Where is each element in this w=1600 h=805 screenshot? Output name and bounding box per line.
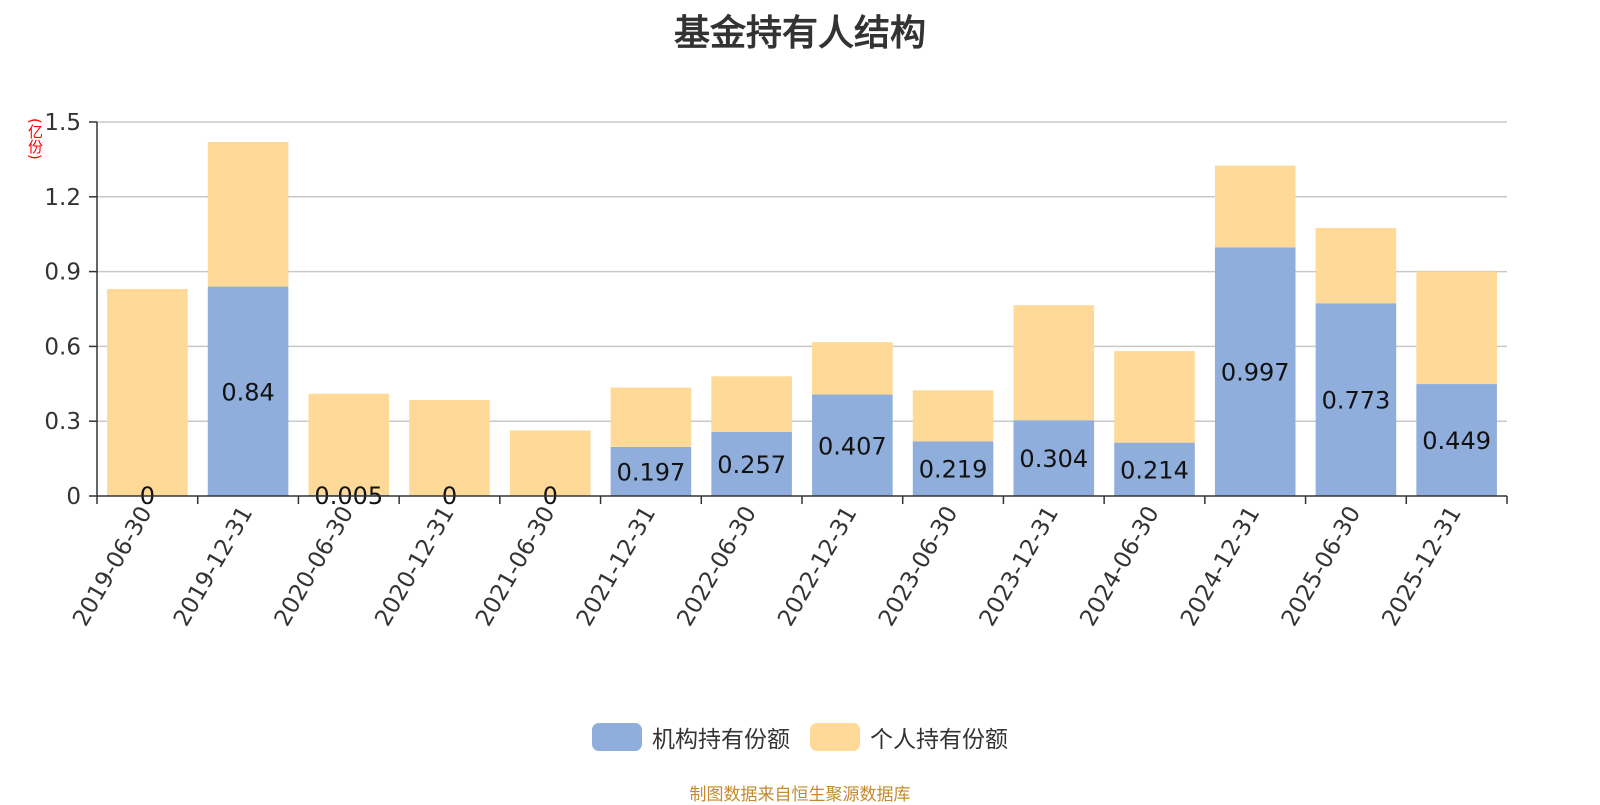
bar-institutional <box>207 286 289 496</box>
y-tick-label: 1.5 <box>44 110 81 136</box>
chart-title: 基金持有人结构 <box>673 13 926 54</box>
data-label-institutional: 0.197 <box>617 458 686 486</box>
data-label-institutional: 0.214 <box>1120 456 1189 484</box>
x-tick-label: 2019-06-30 <box>68 502 157 631</box>
legend-item-individual[interactable]: 个人持有份额 <box>810 720 1008 754</box>
bars <box>107 141 1497 496</box>
bar-institutional <box>1315 303 1397 496</box>
y-axis-unit-label: (亿份) <box>26 118 44 160</box>
x-tick-label: 2024-06-30 <box>1075 502 1164 631</box>
bar-institutional <box>711 431 792 496</box>
bar-individual <box>1315 227 1397 304</box>
bar-individual <box>1214 165 1296 248</box>
bar-individual <box>409 400 490 496</box>
legend: 机构持有份额 个人持有份额 <box>0 720 1600 754</box>
data-label-institutional: 0.257 <box>717 451 786 479</box>
x-tick-label: 2021-12-31 <box>572 502 661 631</box>
x-tick-label: 2020-06-30 <box>270 502 359 631</box>
bar-individual <box>107 289 188 496</box>
x-tick-label: 2021-06-30 <box>471 502 560 631</box>
legend-swatch-individual <box>810 723 860 751</box>
bar-individual <box>509 430 591 496</box>
data-label-institutional: 0.84 <box>221 378 274 406</box>
bar-institutional <box>1114 442 1195 496</box>
data-label-institutional: 0.449 <box>1422 427 1491 455</box>
legend-label-individual: 个人持有份额 <box>870 727 1008 753</box>
data-label-institutional: 0.773 <box>1322 387 1391 415</box>
bar-individual <box>308 393 390 495</box>
y-tick-label: 0 <box>66 484 81 510</box>
x-tick-label: 2023-12-31 <box>975 502 1064 631</box>
x-tick-label: 2024-12-31 <box>1176 502 1265 631</box>
x-tick-label: 2019-12-31 <box>169 502 258 631</box>
legend-label-institutional: 机构持有份额 <box>652 727 790 753</box>
bar-individual <box>207 141 289 287</box>
x-tick-label: 2022-06-30 <box>672 502 761 631</box>
bar-individual <box>812 342 893 395</box>
x-tick-label: 2025-06-30 <box>1277 502 1366 631</box>
legend-swatch-institutional <box>592 723 642 751</box>
bar-individual <box>610 387 692 447</box>
y-tick-label: 1.2 <box>44 185 81 211</box>
bar-institutional <box>1214 247 1296 496</box>
source-note: 制图数据来自恒生聚源数据库 <box>689 785 911 805</box>
bar-institutional <box>1416 384 1497 496</box>
x-tick-label: 2023-06-30 <box>874 502 963 631</box>
bar-institutional <box>1013 420 1095 496</box>
data-label-institutional: 0.304 <box>1019 445 1088 473</box>
bar-individual <box>1013 305 1095 421</box>
data-label-institutional: 0.997 <box>1221 359 1290 387</box>
legend-item-institutional[interactable]: 机构持有份额 <box>592 720 790 754</box>
bar-institutional <box>812 394 893 496</box>
bar-individual <box>711 376 792 432</box>
y-tick-label: 0.9 <box>44 260 81 286</box>
bar-individual <box>1114 351 1195 443</box>
x-tick-label: 2022-12-31 <box>773 502 862 631</box>
data-label-institutional: 0.219 <box>919 456 988 484</box>
bar-individual <box>912 390 994 442</box>
y-tick-label: 0.6 <box>44 334 81 360</box>
x-tick-label: 2020-12-31 <box>370 502 459 631</box>
y-tick-label: 0.3 <box>44 409 81 435</box>
x-tick-label: 2025-12-31 <box>1377 502 1466 631</box>
bar-institutional <box>912 441 994 496</box>
bar-institutional <box>610 446 692 496</box>
bar-individual <box>1416 271 1497 385</box>
data-label-institutional: 0.407 <box>818 432 887 460</box>
